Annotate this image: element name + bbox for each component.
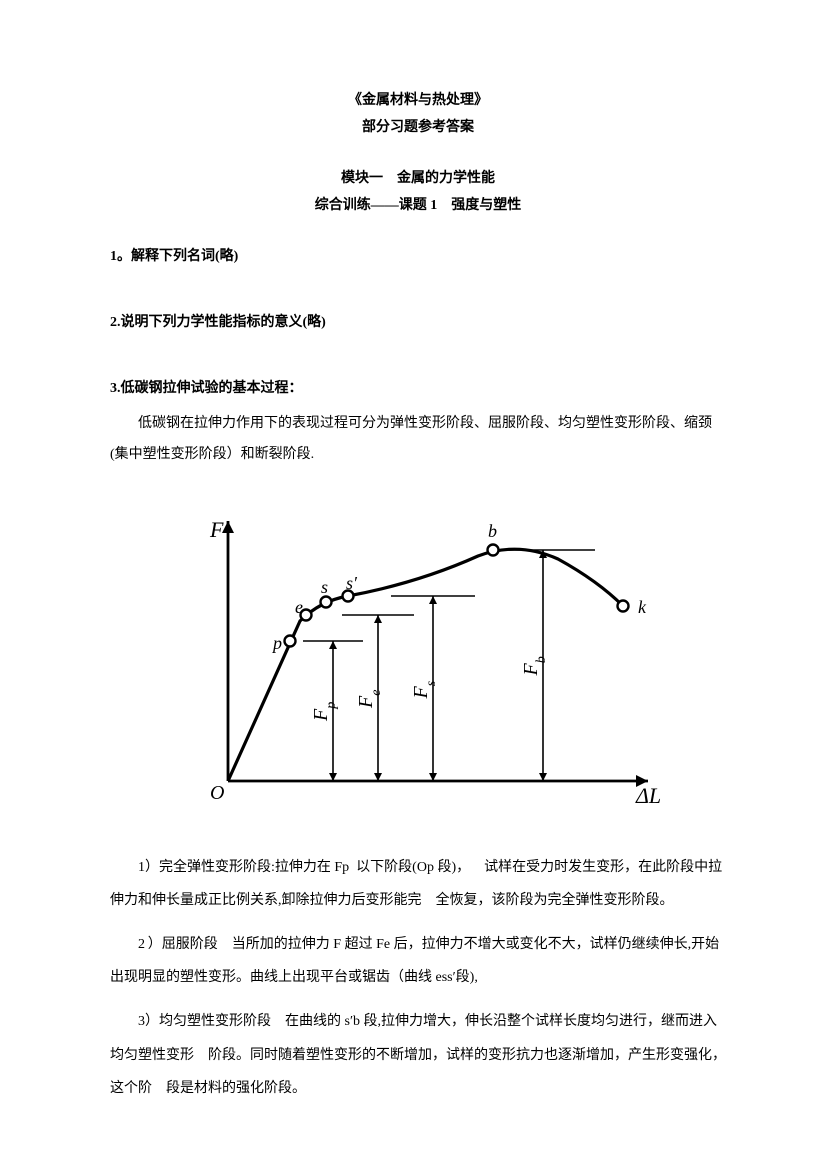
svg-text:Fe: Fe	[355, 689, 384, 708]
question-3-intro: 低碳钢在拉伸力作用下的表现过程可分为弹性变形阶段、屈服阶段、均匀塑性变形阶段、缩…	[110, 409, 726, 471]
lesson-title: 综合训练——课题 1 强度与塑性	[110, 195, 726, 216]
question-1: 1。解释下列名词(略)	[110, 246, 726, 267]
paragraph-3: 3）均匀塑性变形阶段 在曲线的 s′b 段,拉伸力增大，伸长沿整个试样长度均匀进…	[110, 1005, 726, 1106]
svg-text:Fs: Fs	[410, 680, 439, 699]
svg-text:Fp: Fp	[310, 701, 339, 721]
svg-text:e: e	[295, 597, 303, 617]
svg-text:Fb: Fb	[520, 656, 549, 676]
svg-text:p: p	[271, 633, 282, 653]
svg-text:b: b	[488, 521, 497, 541]
module-title: 模块一 金属的力学性能	[110, 168, 726, 189]
question-3-title: 3.低碳钢拉伸试验的基本过程：	[110, 378, 726, 399]
svg-text:s′: s′	[346, 573, 358, 593]
svg-text:k: k	[638, 597, 647, 617]
stress-strain-chart: F ΔL O Fp Fe Fs Fb pes s′ b k	[168, 501, 668, 821]
doc-title-2: 部分习题参考答案	[110, 117, 726, 138]
paragraph-2: 2 ）屈服阶段 当所加的拉伸力 F 超过 Fe 后，拉伸力不增大或变化不大，试样…	[110, 928, 726, 995]
paragraph-1: 1）完全弹性变形阶段:拉伸力在 Fp 以下阶段(Op 段)， 试样在受力时发生变…	[110, 851, 726, 918]
svg-text:s: s	[321, 577, 328, 597]
question-2: 2.说明下列力学性能指标的意义(略)	[110, 312, 726, 333]
svg-text:O: O	[210, 782, 224, 804]
doc-title-1: 《金属材料与热处理》	[110, 90, 726, 111]
svg-text:F: F	[209, 517, 224, 542]
svg-text:ΔL: ΔL	[635, 783, 661, 808]
